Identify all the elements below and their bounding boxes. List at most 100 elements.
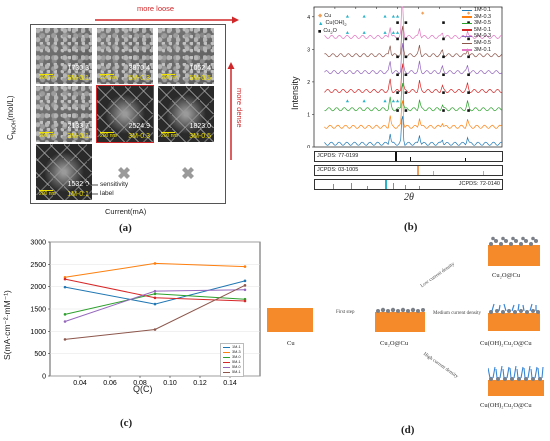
cu2o-marker: [404, 37, 408, 41]
y-tick-label: 0: [42, 374, 46, 381]
xrd-pattern-5M-0.1: [324, 63, 503, 94]
c-legend-item: 5M-1: [223, 360, 241, 365]
data-point: [153, 262, 157, 265]
cu2o-cu-block: [375, 307, 425, 332]
panel-a-x-axis-label: Current(mA): [105, 207, 147, 216]
xrd-pattern-5M-0.3: [324, 43, 503, 75]
data-point: [63, 320, 67, 323]
cuoh2-marker: [395, 99, 400, 103]
panel-b-y-axis-label: Intensity: [290, 76, 300, 110]
data-point: [153, 328, 157, 331]
c-legend-swatch: [223, 367, 230, 368]
c-legend-swatch: [223, 352, 230, 353]
y-tick-label: 1500: [30, 307, 46, 314]
cu2o-marker: [467, 73, 470, 77]
data-point: [63, 285, 67, 289]
data-point: [243, 279, 247, 283]
c-legend-swatch: [223, 362, 230, 363]
jcpds-box-cu2o: JCPDS: 72-0140: [314, 179, 503, 190]
cuoh2-marker: [383, 31, 387, 34]
x-tick-label: 0.12: [193, 380, 207, 386]
label-annotation: label: [100, 190, 114, 197]
cuoh2-marker: [383, 99, 387, 103]
x-tick-label: 0.14: [223, 380, 237, 386]
sem-grid-frame: [30, 24, 226, 204]
jcpds-box-cuoh2: JCPDS: 03-1005: [314, 165, 503, 176]
cuoh2-marker: [362, 14, 366, 18]
cu2o-marker: [467, 109, 470, 112]
panel-label-a: (a): [119, 222, 132, 234]
data-point: [63, 277, 67, 281]
medium-density-label: Medium current density: [433, 311, 482, 316]
c-legend-label: 3M-3: [232, 350, 241, 354]
xrd-phase-legend: ◆ Cu ▲ Cu(OH)2 ■ Cu2O: [318, 13, 347, 36]
medium-product-label: Cu(OH)₂Cu₂O@Cu: [480, 340, 532, 347]
xrd-series-legend: 1M-0.1 3M-0.3 3M-0.5 5M-0.1 5M-0.3 5M-0.…: [462, 7, 491, 53]
cu-label: Cu: [287, 340, 295, 347]
cu2o-marker: [404, 91, 408, 94]
cuoh2-marker: [391, 14, 395, 18]
cu2o-marker: [442, 91, 445, 94]
y-tick-label: 2: [307, 80, 310, 86]
c-legend-label: 3M-0: [232, 355, 241, 359]
y-tick-label: 2500: [30, 262, 46, 269]
xrd-pattern-3M-0.3: [324, 100, 503, 129]
sensitivity-annotation: sensitivity: [100, 181, 129, 188]
c-legend-label: 5M-0: [232, 365, 241, 369]
data-point: [243, 299, 247, 303]
sem-image-1m-01: 200 nm 1532.0 1M-0.1: [36, 144, 92, 200]
cu-marker: [421, 11, 425, 15]
panel-c-x-axis-label: Q(C): [133, 384, 153, 394]
cuoh2-marker: [345, 14, 350, 18]
c-legend-label: 1M-1: [232, 345, 241, 349]
more-dense-label: more dense: [235, 88, 244, 128]
sem-image-5m-01: 200 nm 1730.3 5M-0.1: [36, 28, 92, 84]
cu2o-marker: [467, 91, 470, 94]
cu2o-marker: [404, 55, 408, 59]
cu2o-marker: [404, 21, 408, 24]
panel-label-c: (c): [120, 417, 133, 429]
cuoh2-marker: [362, 99, 366, 103]
sem-image-3m-01: 200 nm 2133.7 3M-0.1: [36, 86, 92, 142]
c-legend-label: 5M-1: [232, 370, 241, 374]
x-tick-label: 0.04: [73, 380, 87, 386]
cuoh2-marker: [391, 99, 395, 103]
data-point: [153, 289, 157, 293]
sem-image-5m-03: 200 nm 3870.4 5M-0.3: [97, 28, 153, 84]
cu2o-marker: [396, 73, 399, 77]
y-tick-label: 0: [307, 145, 310, 148]
xrd-pattern-5M-0.5: [324, 25, 503, 58]
first-step-label: First step: [336, 310, 355, 315]
empty-cell-cross-icon: [182, 167, 194, 179]
cuoh2-marker: [395, 14, 400, 18]
annotation-arrows: [82, 183, 98, 196]
more-dense-arrow: [227, 62, 235, 160]
xrd-pattern-3M-0.5: [324, 82, 503, 112]
xrd-patterns: [324, 6, 503, 146]
cu2o-marker: [404, 109, 408, 112]
data-point: [153, 302, 157, 306]
xrd-phase-markers: [345, 11, 471, 112]
more-loose-arrow: [95, 16, 239, 24]
cu2o-marker: [396, 21, 399, 24]
c-legend-item: 5M-1: [223, 370, 241, 375]
medium-product-block: [488, 303, 540, 331]
cuoh2-marker: [345, 99, 350, 103]
xrd-y-ticks: 0 1 2 3 4: [307, 7, 503, 148]
data-point: [243, 284, 247, 287]
y-tick-label: 3000: [30, 240, 46, 247]
y-tick-label: 3: [307, 47, 310, 53]
low-product-block: [488, 236, 540, 266]
cuoh2-marker: [395, 31, 400, 34]
c-legend-swatch: [223, 347, 230, 348]
data-point: [243, 265, 247, 268]
sem-image-5m-05: 200 nm 1052.4 5M-0.5: [158, 28, 214, 84]
cuoh2-marker: [383, 14, 387, 18]
cuoh2-marker: [391, 31, 395, 34]
panel-label-b: (b): [404, 221, 418, 233]
cu2o-marker: [442, 21, 445, 24]
cu2o-marker: [442, 73, 445, 77]
data-point: [153, 296, 157, 300]
low-product-label: Cu₂O@Cu: [492, 272, 521, 279]
y-tick-label: 1: [307, 112, 310, 118]
